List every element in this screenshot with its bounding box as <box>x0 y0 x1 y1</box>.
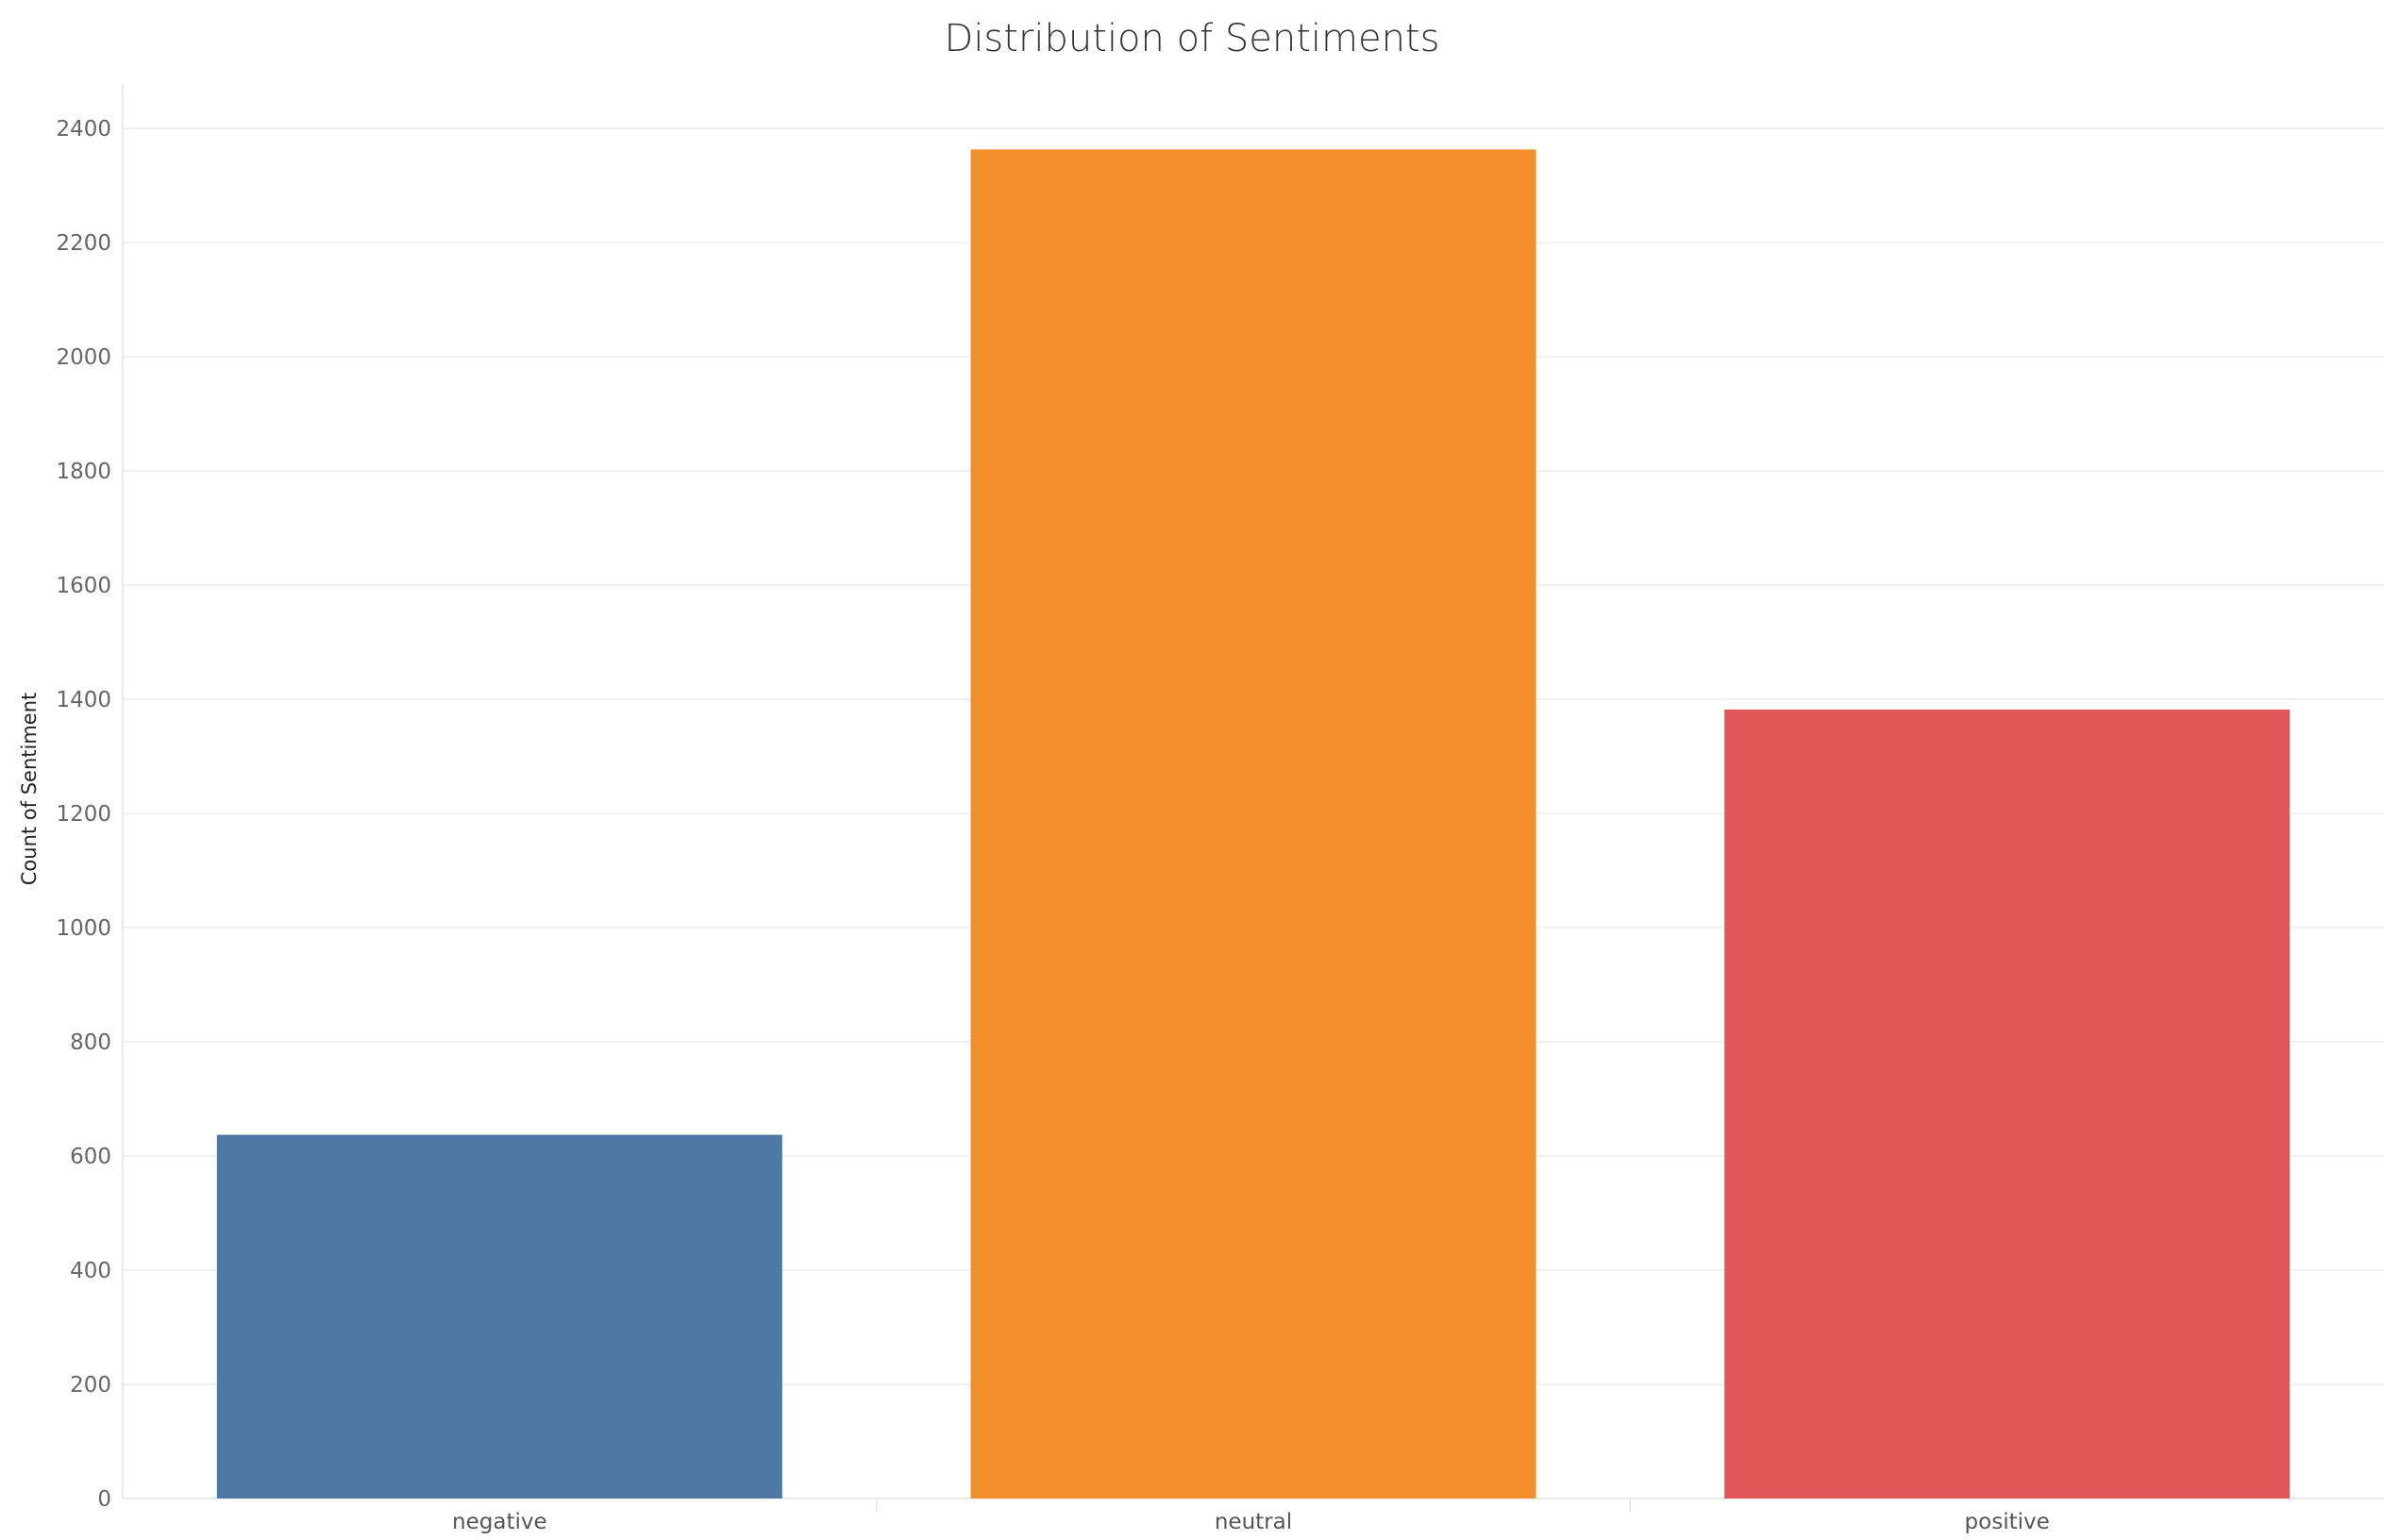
x-tick-label-negative: negative <box>452 1510 547 1534</box>
y-tick-label: 600 <box>70 1145 111 1169</box>
bar-positive[interactable] <box>1724 709 2291 1498</box>
x-tick-label-positive: positive <box>1965 1510 2050 1534</box>
bar-neutral[interactable] <box>970 149 1536 1498</box>
y-tick-label: 1200 <box>56 802 111 827</box>
y-tick-label: 800 <box>70 1030 111 1055</box>
x-tick-label-neutral: neutral <box>1215 1510 1292 1534</box>
y-tick-label: 2000 <box>56 345 111 370</box>
y-axis-ticks: 0 200 400 600 800 1000 1200 1400 1600 1800 2000 220… <box>56 117 111 1512</box>
chart-title: Distribution of Sentiments <box>945 17 1440 60</box>
y-tick-label: 1400 <box>56 688 111 712</box>
y-tick-label: 1600 <box>56 574 111 598</box>
y-axis-label: Count of Sentiment <box>18 693 41 886</box>
bar-negative[interactable] <box>216 1134 782 1498</box>
y-tick-label: 200 <box>70 1373 111 1398</box>
y-tick-label: 1000 <box>56 916 111 941</box>
x-axis-ticks: negative neutral positive <box>452 1510 2050 1534</box>
y-tick-label: 400 <box>70 1259 111 1283</box>
y-tick-label: 2200 <box>56 231 111 256</box>
y-tick-label: 0 <box>97 1487 111 1512</box>
bars <box>216 149 2291 1498</box>
y-tick-label: 1800 <box>56 460 111 484</box>
y-tick-label: 2400 <box>56 117 111 142</box>
